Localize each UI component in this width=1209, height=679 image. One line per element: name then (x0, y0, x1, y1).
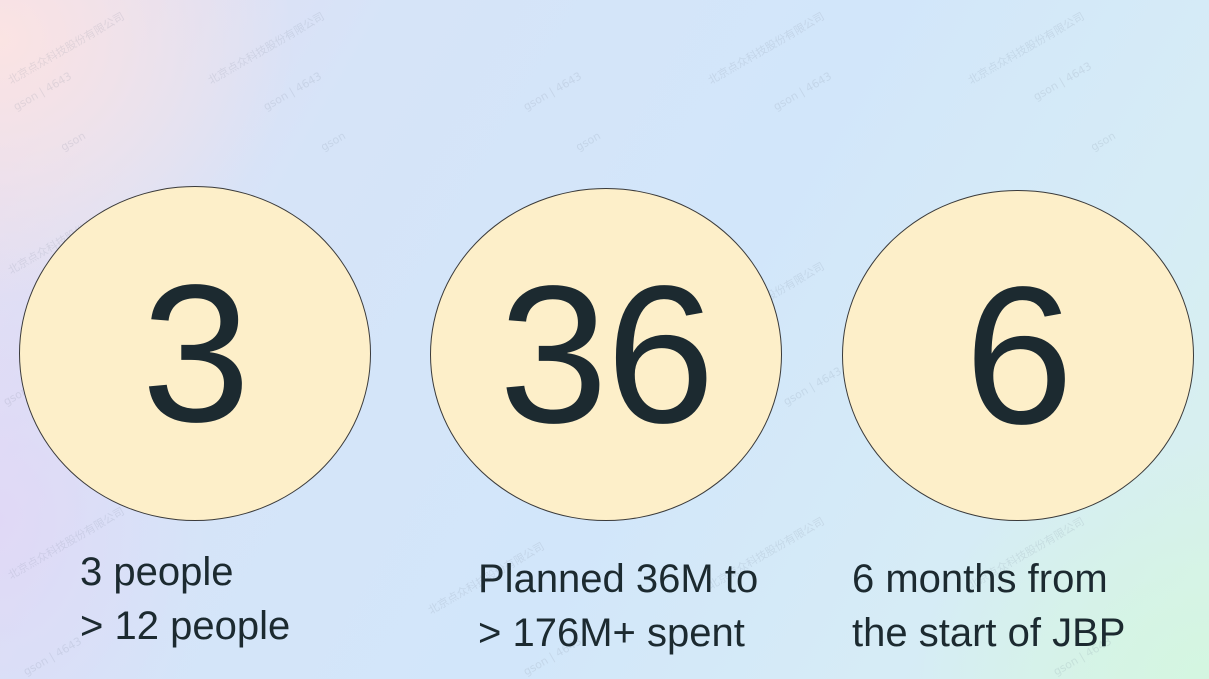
watermark-text: gson | 4643 (21, 634, 84, 679)
stat-caption-people: 3 people > 12 people (80, 545, 290, 653)
watermark-text: gson | 4643 (521, 69, 584, 114)
caption-line: Planned 36M to (478, 557, 759, 601)
watermark-text: gson (573, 129, 603, 154)
caption-line: > 176M+ spent (478, 611, 745, 655)
stat-number: 6 (964, 245, 1073, 465)
watermark-text: 北京点众科技股份有限公司 (205, 9, 327, 88)
watermark-text: gson | 4643 (1031, 59, 1094, 104)
watermark-text: 北京点众科技股份有限公司 (705, 9, 827, 88)
caption-line: the start of JBP (852, 611, 1126, 655)
watermark-text: gson | 4643 (781, 364, 844, 409)
watermark-text: gson | 4643 (261, 69, 324, 114)
stat-number: 36 (498, 244, 715, 464)
stat-caption-months: 6 months from the start of JBP (852, 552, 1125, 660)
watermark-text: gson | 4643 (11, 69, 74, 114)
watermark-text: gson (318, 129, 348, 154)
caption-line: 3 people (80, 550, 234, 594)
watermark-text: gson (1088, 129, 1118, 154)
watermark-text: 北京点众科技股份有限公司 (965, 9, 1087, 88)
watermark-text: gson | 4643 (771, 69, 834, 114)
caption-line: > 12 people (80, 604, 291, 648)
stat-circle-months: 6 (842, 190, 1194, 521)
stat-circle-people: 3 (19, 186, 371, 521)
stat-circle-budget: 36 (430, 188, 782, 521)
stat-number: 3 (141, 243, 250, 463)
stat-caption-budget: Planned 36M to > 176M+ spent (478, 552, 758, 660)
watermark-text: gson (58, 129, 88, 154)
caption-line: 6 months from (852, 557, 1108, 601)
watermark-text: 北京点众科技股份有限公司 (5, 9, 127, 88)
